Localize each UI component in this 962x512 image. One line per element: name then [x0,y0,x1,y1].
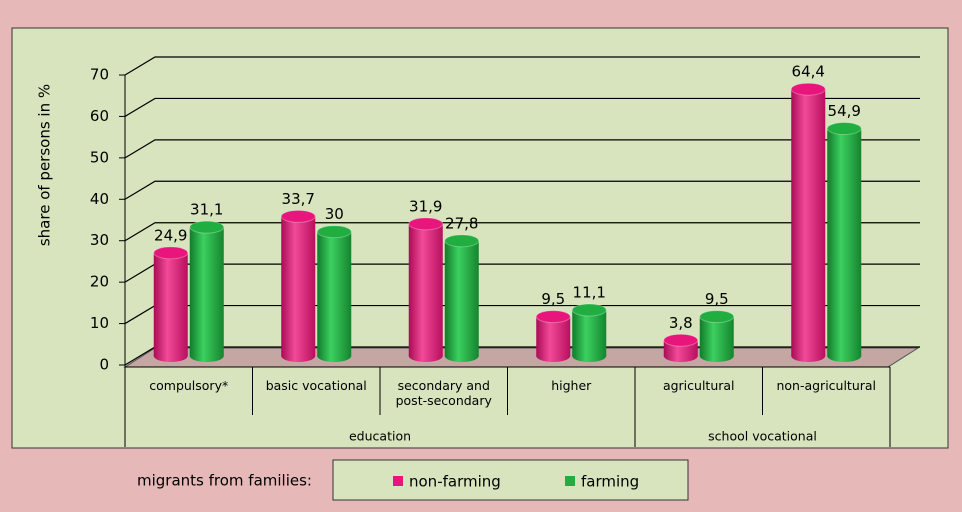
bar-body [699,316,734,356]
bar-top [153,246,189,260]
legend-box [332,459,689,501]
y-tick-label: 60 [90,107,109,125]
data-label: 31,9 [409,197,442,215]
bar-body [536,316,571,356]
grid-line [124,180,920,200]
y-tick-label: 70 [90,66,109,84]
data-label: 64,4 [792,63,825,81]
data-label: 3,8 [669,314,693,332]
y-tick-label: 50 [90,148,109,166]
y-tick-label: 30 [90,231,109,249]
data-label: 33,7 [282,190,315,208]
x-tick-label: basic vocational [265,378,367,393]
bar-top [189,220,225,234]
legend-label: non-farming [409,473,501,491]
bar [663,333,699,362]
data-label: 54,9 [828,102,861,120]
bar-body [791,89,826,356]
bar-top [826,122,862,136]
data-label: 27,8 [445,214,478,232]
legend-title: migrants from families: [137,472,312,490]
bar-top [408,217,444,231]
bar-body [827,128,862,356]
bar-body [153,252,188,356]
data-label: 9,5 [541,290,565,308]
bar [699,310,735,362]
bar [280,209,316,362]
x-tick-label: non-agricultural [776,378,877,393]
bar [535,310,571,362]
grid-line [124,56,920,76]
y-tick-label: 40 [90,190,109,208]
data-label: 11,1 [573,284,606,302]
data-label: 9,5 [705,290,729,308]
bar-body [408,223,443,356]
bar-top [316,225,352,239]
bar-top [444,234,480,248]
bar [571,303,607,362]
bar-body [444,240,479,356]
legend-swatch [565,476,575,486]
bar [826,122,862,362]
bar [316,225,352,362]
bar-top [571,303,607,317]
data-label: 24,9 [154,226,187,244]
bar [408,217,444,362]
bar [189,220,225,362]
x-tick-label: secondary and post-secondary [395,378,492,408]
legend-label: farming [581,473,639,491]
bar-top [535,310,571,324]
x-tick-label: higher [551,378,592,393]
bar-top [663,333,699,347]
bar-body [281,216,316,356]
group-label: school vocational [708,429,817,444]
bar-top [699,310,735,324]
bar-body [572,310,607,356]
x-tick-label: compulsory* [149,378,229,393]
bar-body [317,231,352,356]
y-tick-label: 20 [90,273,109,291]
bar [790,82,826,362]
bar [153,246,189,362]
grid-line [124,97,920,117]
y-tick-label: 0 [99,356,109,374]
y-tick-label: 10 [90,314,109,332]
grid-line [124,222,920,242]
bar-body [189,227,224,356]
bar-top [790,82,826,96]
bar-top [280,209,316,223]
group-label: education [349,429,411,444]
grid-line [124,139,920,159]
data-label: 31,1 [190,201,223,219]
legend-swatch [393,476,403,486]
data-label: 30 [325,205,344,223]
bar [444,234,480,362]
x-tick-label: agricultural [662,378,735,393]
y-axis-label: share of persons in % [36,84,54,246]
